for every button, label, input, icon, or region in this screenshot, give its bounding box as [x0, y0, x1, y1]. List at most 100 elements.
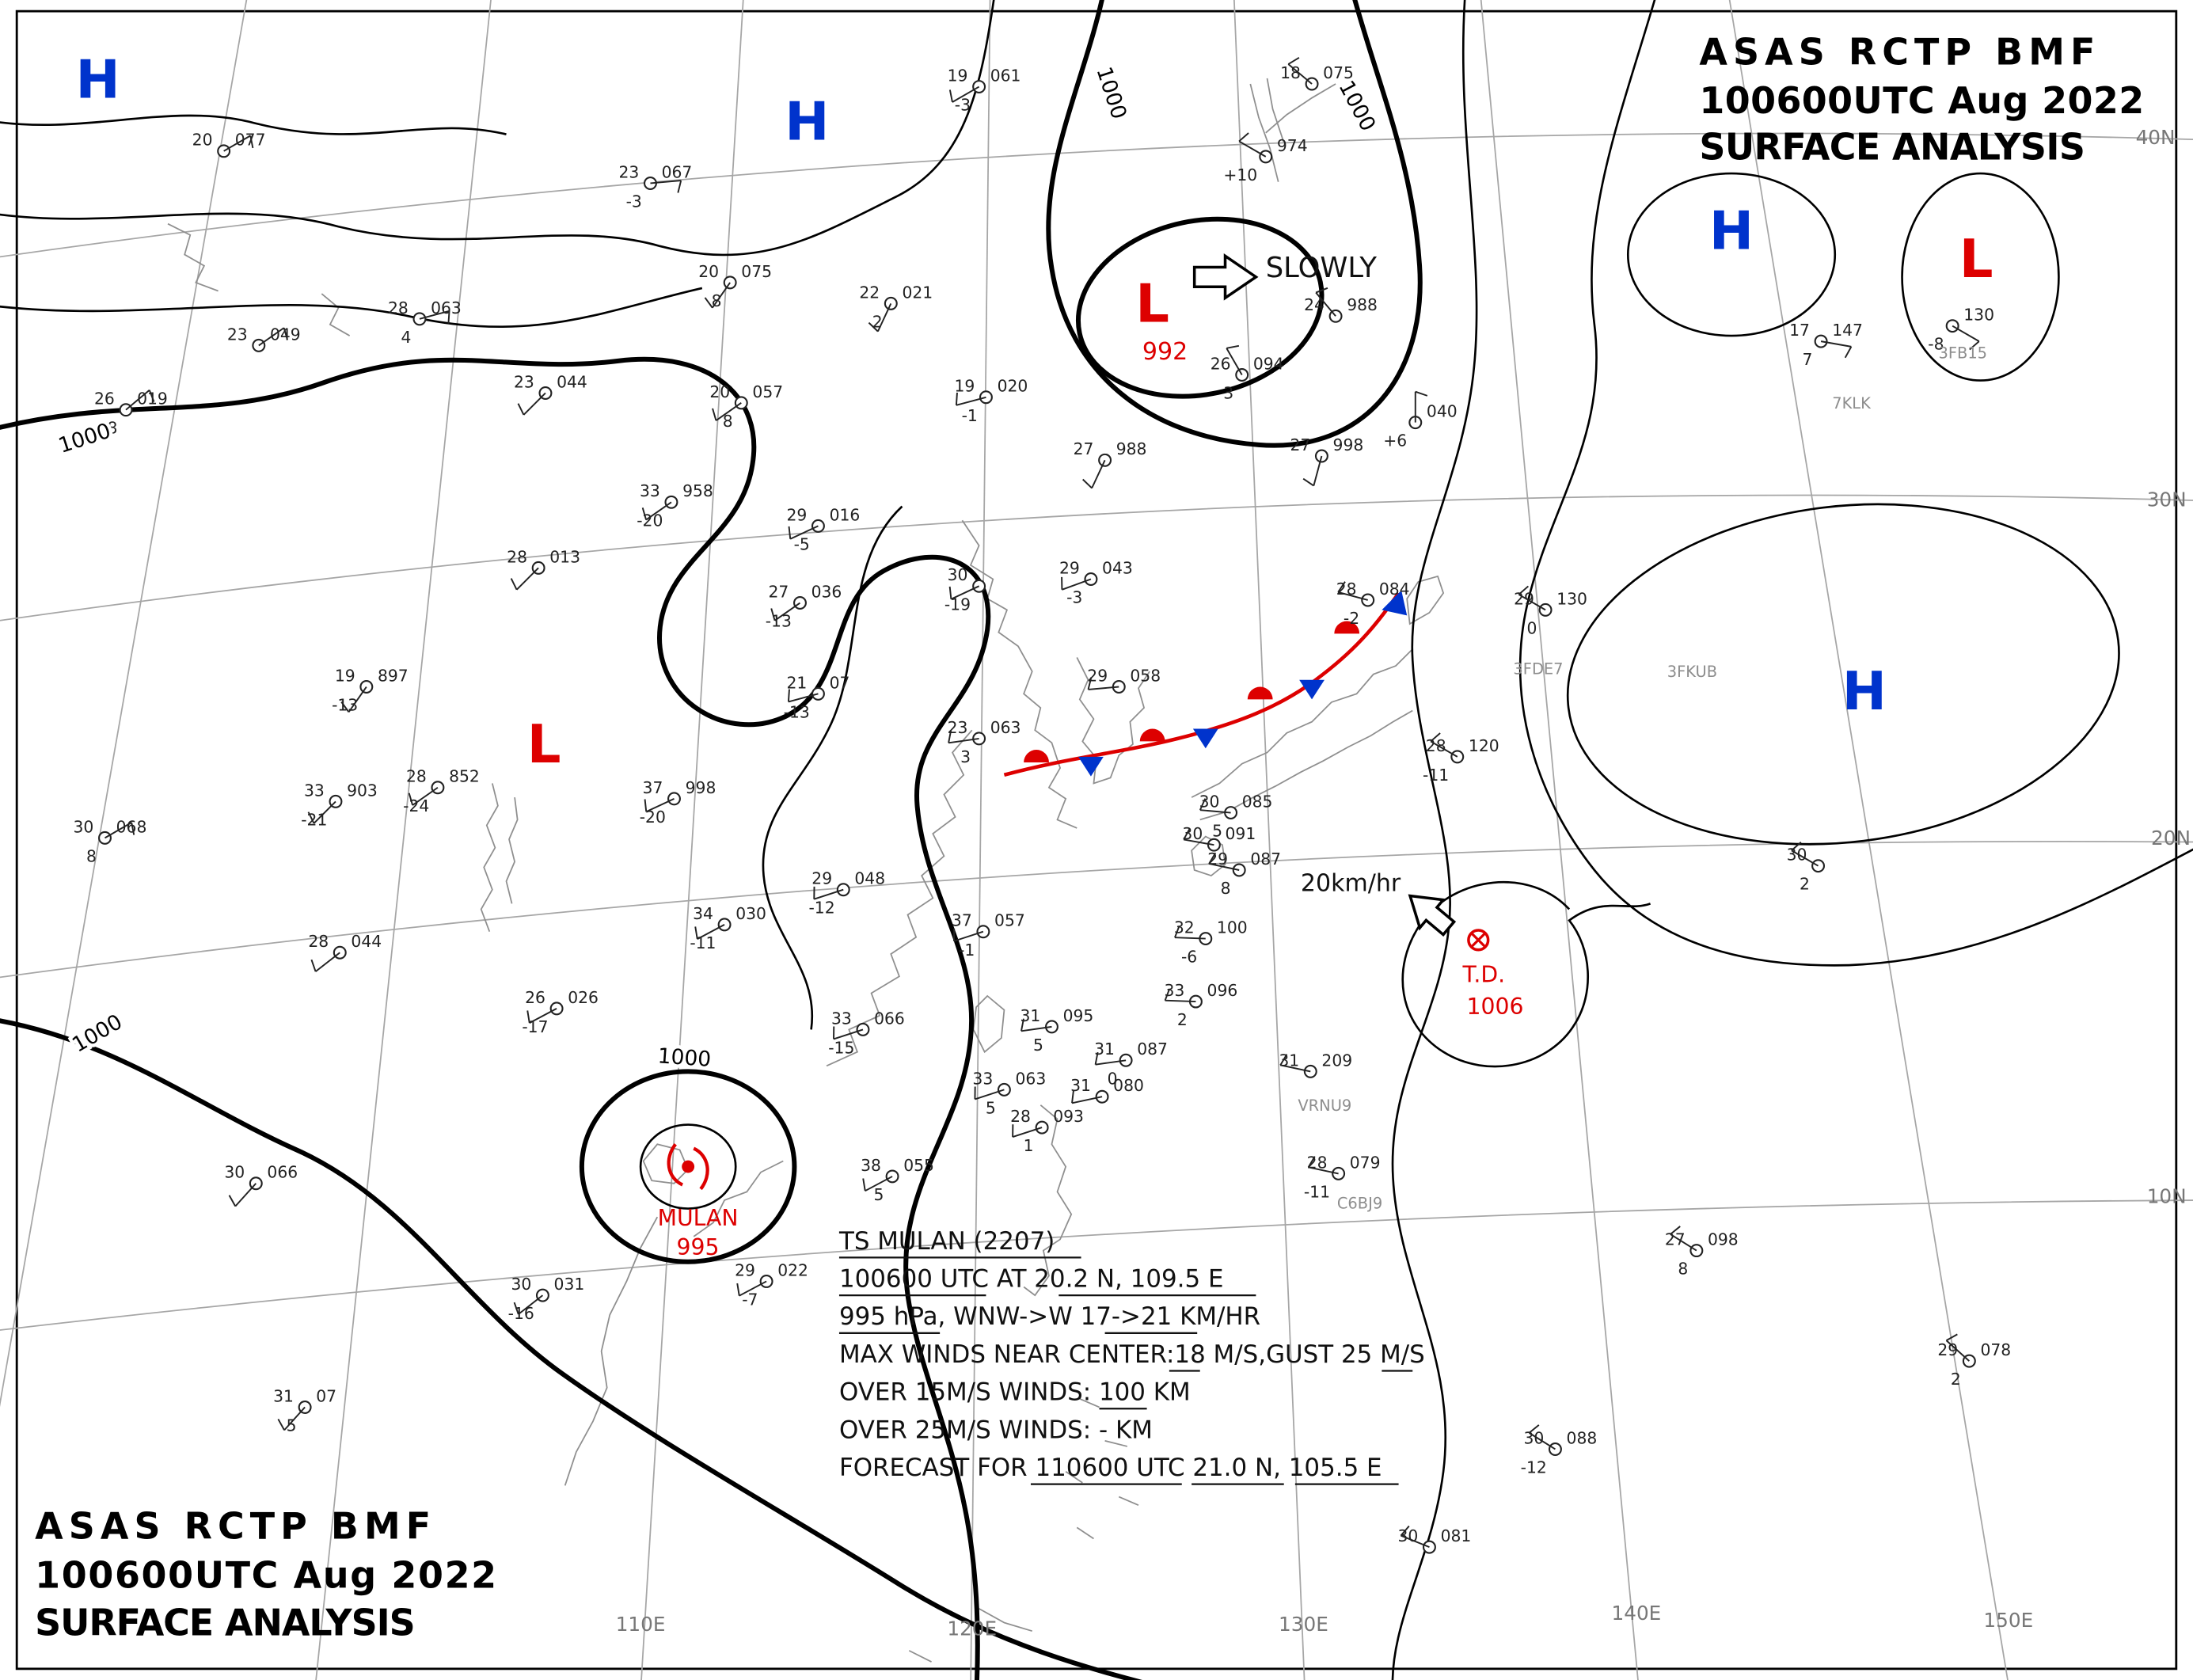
station-temp: 38 — [861, 1156, 881, 1175]
station-temp: 33 — [831, 1009, 852, 1028]
isobar-closed — [1901, 172, 2060, 382]
station-temp: 23 — [619, 162, 640, 181]
grid-parallel — [0, 494, 2193, 621]
station-id: 3FKUB — [1667, 663, 1717, 681]
station-temp: 29 — [735, 1260, 755, 1279]
station-pressure: 031 — [554, 1275, 585, 1294]
station-temp: 28 — [1307, 1153, 1328, 1172]
wind-barb-tick — [408, 792, 414, 806]
wind-barb-tick — [513, 1302, 519, 1315]
station-temp: 31 — [273, 1386, 294, 1405]
station-pressure: 084 — [1379, 580, 1410, 599]
station-plot: 38 055 5 — [861, 1156, 934, 1204]
wind-barb — [1308, 1166, 1339, 1175]
pressure-letter: L — [1959, 228, 1993, 290]
station-dewpoint: -15 — [828, 1038, 854, 1057]
station-dewpoint: 2 — [1177, 1010, 1188, 1029]
station-pressure: 022 — [777, 1260, 808, 1279]
station-dewpoint: -11 — [690, 933, 716, 952]
grid-meridian — [640, 0, 744, 1680]
wind-barb — [315, 952, 340, 972]
station-plot: 974 +10 — [1223, 132, 1308, 184]
wind-barb — [518, 1294, 544, 1315]
wind-barb — [952, 86, 980, 103]
longitude-label: 130E — [1279, 1613, 1328, 1636]
wind-barb — [1401, 1534, 1430, 1549]
station-temp: 30 — [1523, 1428, 1544, 1447]
station-pressure: 998 — [1333, 435, 1364, 454]
station-temp: 33 — [640, 481, 660, 500]
station-plot: 28 093 1 — [1010, 1107, 1084, 1155]
wind-barb — [1208, 862, 1240, 871]
station-temp: 29 — [1514, 589, 1534, 608]
storm-info-underlines — [838, 1256, 1413, 1485]
station-pressure: 095 — [1063, 1006, 1094, 1025]
wind-barb-tick — [510, 578, 518, 591]
isobar-path — [1046, 0, 1423, 448]
wind-barb-tick — [1315, 287, 1328, 294]
wind-barb-tick — [736, 1283, 740, 1296]
coastline-path — [1191, 835, 1226, 877]
wind-barb-tick — [1174, 926, 1180, 938]
station-temp: 29 — [786, 505, 807, 524]
station-plot: 37 998 -20 — [640, 778, 716, 827]
isobar-label: 1000 — [1092, 64, 1131, 123]
wind-barb-tick — [694, 926, 698, 940]
station-dewpoint: 8 — [1678, 1260, 1688, 1279]
station-pressure: 063 — [1016, 1069, 1047, 1088]
station-temp: 37 — [643, 778, 663, 797]
coastline-path — [826, 729, 973, 1067]
wind-barb — [975, 1089, 1005, 1100]
pressure-system-high: H — [76, 49, 120, 111]
isobar-path — [0, 1018, 1142, 1680]
motion-arrow-td — [1408, 894, 1457, 937]
station-temp: 27 — [1074, 439, 1094, 458]
station-plot: 29 058 — [1087, 666, 1161, 694]
station-plot: 26 019 8 — [94, 390, 168, 438]
wind-barb — [1071, 1096, 1103, 1104]
grid-parallel — [0, 1199, 2193, 1331]
longitude-label: 150E — [1983, 1609, 2033, 1632]
station-pressure: 209 — [1321, 1051, 1352, 1070]
station-temp: 17 — [1789, 321, 1810, 340]
coastline-path — [1191, 648, 1413, 798]
wind-barb — [1165, 999, 1196, 1003]
station-plot: 27 036 -13 — [766, 582, 842, 630]
annotations-layer: SLOWLY 20km/hr — [1266, 252, 1401, 898]
station-plot: 37 057 -1 — [952, 911, 1025, 960]
station-dewpoint: 2 — [872, 312, 883, 331]
wind-barb-tick — [283, 327, 289, 340]
station-plot: 28 084 -2 — [1336, 580, 1410, 628]
warm-front-symbol — [1024, 750, 1049, 762]
station-pressure: 055 — [903, 1156, 934, 1175]
storm-name-label: T.D. — [1462, 961, 1506, 987]
typhoon-icon-arm — [667, 1142, 684, 1187]
wind-barb — [234, 1183, 257, 1207]
station-temp: 30 — [948, 565, 968, 584]
station-id: 3FB15 — [1938, 344, 1987, 362]
station-pressure: 040 — [1427, 402, 1458, 421]
warm-front-symbol — [1247, 686, 1273, 700]
station-temp: 26 — [525, 988, 545, 1007]
coastline-path — [564, 1216, 659, 1486]
station-dewpoint: 5 — [1212, 822, 1222, 841]
station-pressure: 067 — [662, 162, 693, 181]
wind-barb — [1791, 850, 1819, 867]
station-pressure: 043 — [1102, 558, 1133, 577]
station-plot: 34 030 -11 — [690, 904, 766, 952]
station-plot: 30 088 -12 — [1521, 1424, 1597, 1477]
station-dewpoint: 5 — [986, 1098, 996, 1117]
wind-barb — [1020, 1025, 1052, 1032]
wind-barb-tick — [1945, 1333, 1958, 1341]
pressure-system-high: H — [1709, 200, 1754, 261]
station-dewpoint: -21 — [301, 810, 327, 829]
isobar-closed — [1075, 216, 1325, 399]
wind-barb-tick — [1287, 56, 1300, 65]
station-plot: 130 -8 — [1928, 306, 1994, 354]
wind-barb-tick — [1302, 477, 1314, 487]
station-dewpoint: 8 — [712, 291, 722, 310]
wind-barb-tick — [517, 403, 525, 416]
station-temp: 20 — [709, 382, 730, 401]
station-temp: 20 — [192, 131, 213, 150]
station-plot: 27 988 — [1074, 439, 1146, 489]
